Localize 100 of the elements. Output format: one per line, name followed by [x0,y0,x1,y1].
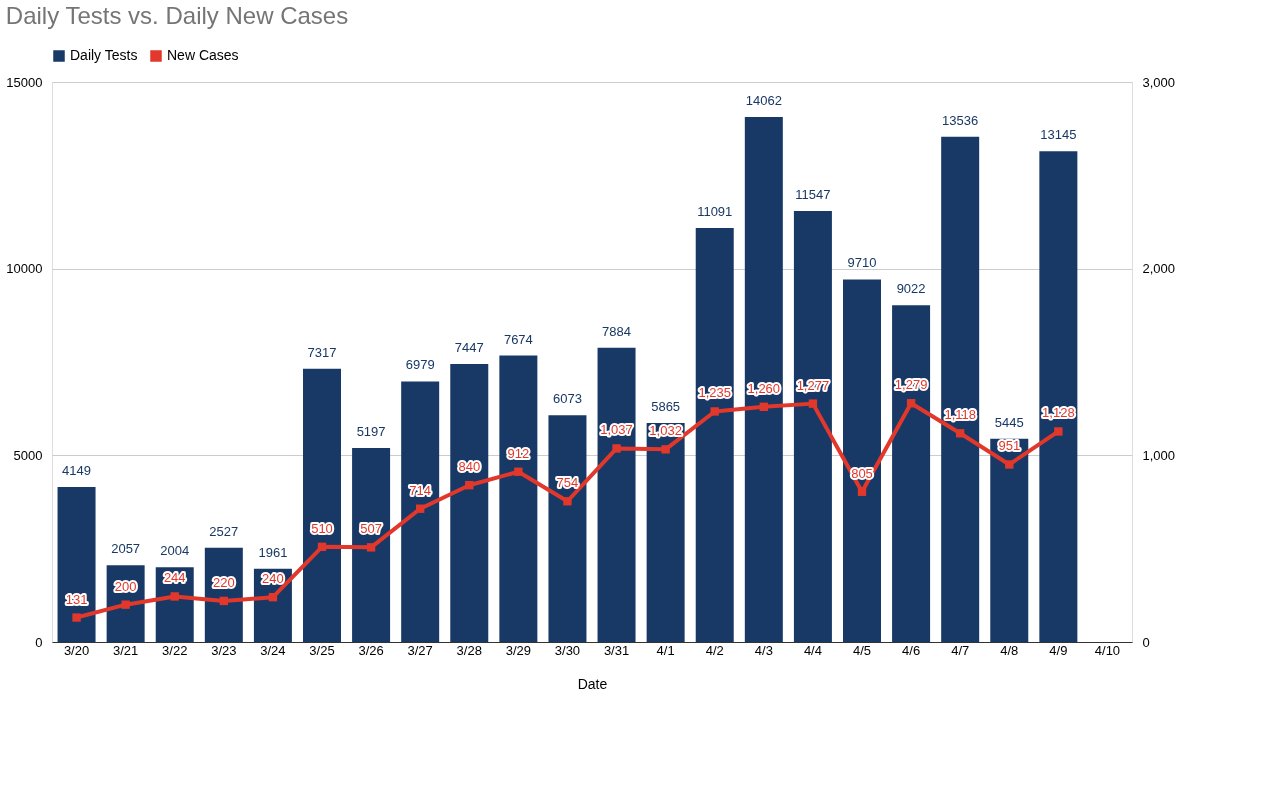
data-label: 507 [360,521,382,537]
chart-title: Daily Tests vs. Daily New Cases [5,2,349,29]
x-tick-label: 3/24 [260,642,286,658]
y-tick-label: 10000 [6,261,43,277]
point [170,592,179,601]
y2-tick-label: 0 [1142,634,1150,650]
x-tick-label: 4/10 [1094,642,1121,658]
legend-label: New Cases [167,47,239,63]
x-tick-label: 3/22 [162,642,188,658]
point [366,543,376,552]
point [514,467,523,476]
data-label: 9022 [896,281,926,297]
x-tick-label: 3/28 [456,642,482,658]
x-tick-label: 3/30 [554,642,581,658]
x-tick-label: 4/3 [754,642,773,658]
data-label: 2057 [111,541,141,557]
y-tick-label: 15000 [6,74,43,90]
y-tick-label: 5000 [13,447,43,463]
data-label: 2527 [209,523,239,539]
x-tick-label: 4/9 [1049,642,1068,658]
data-label: 840 [458,459,481,475]
data-label: 7674 [503,331,533,347]
point [710,407,719,416]
x-tick-label: 4/7 [951,642,970,658]
x-tick-label: 4/8 [1000,642,1019,658]
data-label: 7317 [307,344,337,360]
data-label: 11091 [697,203,733,219]
x-tick-label: 3/20 [63,642,90,658]
data-label: 11547 [795,186,831,202]
point [759,402,768,411]
data-label: 7884 [602,323,632,339]
data-label: 1,118 [944,407,976,423]
y2-tick-label: 3,000 [1142,74,1176,90]
x-tick-label: 4/4 [803,642,822,658]
data-label: 6073 [552,391,582,407]
data-label: 200 [114,578,137,594]
point [317,542,327,551]
bar [646,423,685,642]
data-label: 7447 [454,339,484,355]
point [956,429,965,438]
bar [57,487,96,642]
point [72,613,81,622]
x-tick-label: 3/25 [309,642,335,658]
data-label: 5445 [994,414,1024,430]
data-label: 1,235 [698,385,731,401]
point [563,497,572,506]
data-label: 1,032 [649,423,682,439]
point [808,399,818,408]
data-label: 1,260 [747,380,781,396]
y2-tick-label: 2,000 [1142,261,1176,277]
point [219,596,228,606]
bar [941,136,980,642]
bar [499,355,538,642]
point [906,399,916,408]
bar [401,381,440,642]
point [857,487,867,496]
data-label: 240 [262,571,284,587]
x-tick-label: 3/29 [505,642,532,658]
data-label: 1,037 [600,422,633,438]
data-label: 714 [409,482,432,498]
bar [303,368,341,642]
data-label: 1,279 [894,377,928,393]
point [661,445,670,454]
data-label: 951 [998,438,1021,454]
point [121,600,130,609]
point [268,593,278,602]
bar [793,210,832,642]
bar [843,279,881,642]
x-axis-title: Date [577,675,608,692]
x-tick-label: 3/27 [407,642,433,658]
data-label: 131 [65,591,88,607]
point [465,481,474,490]
data-label: 5197 [356,423,386,439]
bar [450,363,489,642]
x-tick-label: 3/31 [603,642,630,658]
data-label: 510 [311,520,333,536]
y2-tick-label: 1,000 [1142,447,1176,463]
data-label: 13536 [942,112,979,128]
data-label: 220 [212,574,235,590]
x-tick-label: 3/26 [358,642,384,658]
x-tick-label: 4/6 [902,642,921,658]
data-label: 1961 [258,544,288,560]
data-label: 13145 [1040,127,1077,143]
data-label: 14062 [745,93,782,109]
y-tick-label: 0 [35,634,43,650]
x-tick-label: 3/23 [211,642,237,658]
data-label: 912 [507,445,530,461]
bar [990,438,1029,642]
data-label: 1,277 [796,377,830,393]
bar [1039,151,1078,642]
data-label: 1,128 [1042,405,1075,421]
x-tick-label: 3/21 [112,642,139,658]
bar [892,305,931,642]
x-tick-label: 4/5 [852,642,872,658]
data-label: 6979 [405,357,435,373]
data-label: 4149 [62,463,92,479]
bar [744,117,783,642]
point [1005,460,1014,469]
bar [352,447,391,642]
bar [204,547,243,642]
